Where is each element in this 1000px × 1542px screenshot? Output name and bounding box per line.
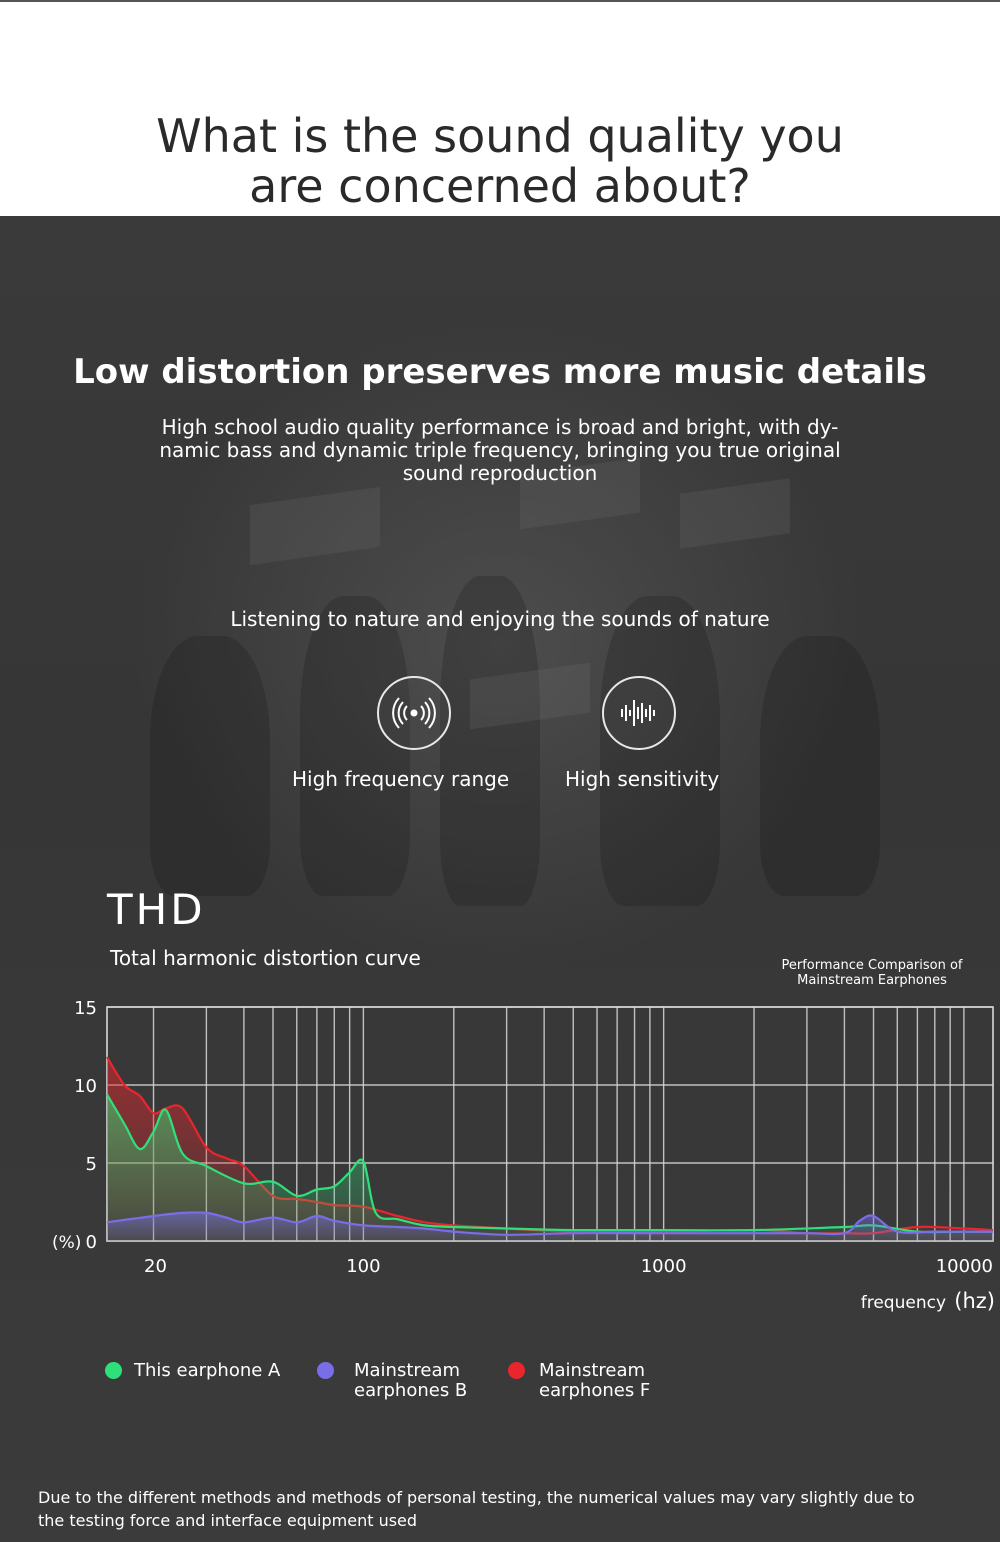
legend-dot-a [105,1362,122,1379]
legend-label-a-line1: This earphone A [134,1360,281,1381]
legend-label-b-line2: earphones B [354,1380,468,1401]
page-title-line-1: What is the sound quality you [156,108,844,163]
section-heading: Low distortion preserves more music deta… [73,352,927,392]
legend-label-b: Mainstream earphones B [354,1361,467,1401]
decor-shape [760,636,880,896]
disclaimer-text: Due to the different methods and methods… [38,1488,915,1530]
thd-subtitle: Total harmonic distortion curve [110,946,421,970]
decor-shape [250,486,380,566]
legend-dot-b [317,1362,334,1379]
series-b-line [106,1211,993,1236]
decor-shape [150,636,270,896]
page-title: What is the sound quality you are concer… [0,111,1000,211]
series-a-area [107,1094,993,1241]
legend-label-a: This earphone A [134,1361,280,1381]
section-description: High school audio quality performance is… [159,415,841,485]
comparison-note: Performance Comparison of Mainstream Ear… [781,958,963,988]
series-a-line [106,1093,993,1234]
feature-label-high-frequency: High frequency range [292,767,510,791]
sound-wave-icon [602,676,676,750]
feature-label-high-sensitivity: High sensitivity [565,767,720,791]
x-tick-label: 10000 [936,1256,993,1277]
title-banner: What is the sound quality you are concer… [0,0,1000,216]
legend-label-f-line1: Mainstream [539,1360,646,1381]
y-tick-label: 5 [86,1154,97,1175]
nature-caption: Listening to nature and enjoying the sou… [230,607,770,631]
x-axis-label: frequency [861,1293,946,1313]
x-tick-label: 100 [346,1256,380,1277]
page-title-line-2: are concerned about? [249,158,751,213]
thd-chart: 15 10 5 0(%) 20 100 1000 10000 frequency (hz) [52,998,995,1313]
x-tick-label: 1000 [641,1256,687,1277]
decor-shape [600,596,720,906]
wireless-signal-icon [377,676,451,750]
legend-label-b-line1: Mainstream [354,1360,461,1381]
x-tick-label: 20 [144,1256,167,1277]
y-tick-label: 15 [74,998,97,1019]
x-axis-unit: (hz) [954,1289,995,1313]
decor-shape [680,478,790,549]
legend-label-f: Mainstream earphones F [539,1361,650,1401]
orchestra-background [0,216,1000,1542]
thd-title: THD [107,885,206,934]
decor-shape [440,576,540,906]
legend-label-f-line2: earphones F [539,1380,651,1401]
decor-shape [300,596,410,896]
legend-dot-f [508,1362,525,1379]
y-tick-label: 10 [74,1076,97,1097]
y-unit-label: (%) [52,1233,81,1253]
y-tick-label: 0 [86,1232,97,1253]
